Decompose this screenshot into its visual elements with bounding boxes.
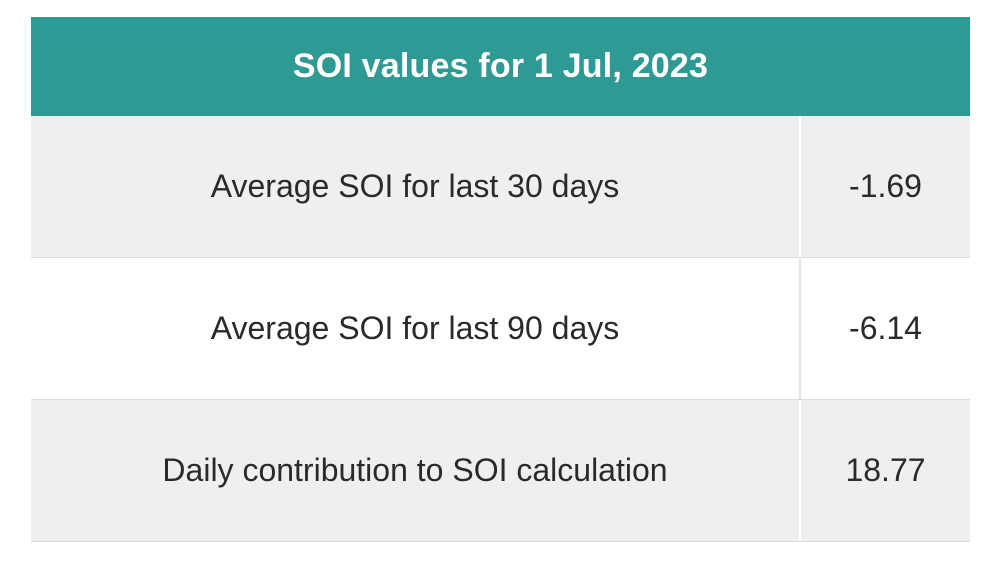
row-value: 18.77 [845, 452, 926, 488]
row-value: -6.14 [849, 310, 922, 346]
table-title: SOI values for 1 Jul, 2023 [31, 17, 970, 116]
row-value: -1.69 [849, 168, 922, 204]
table-row: Average SOI for last 30 days -1.69 [31, 116, 970, 258]
row-label: Average SOI for last 30 days [31, 116, 801, 257]
row-label: Daily contribution to SOI calculation [31, 400, 801, 541]
table-row: Average SOI for last 90 days -6.14 [31, 258, 970, 400]
soi-table: SOI values for 1 Jul, 2023 Average SOI f… [31, 17, 970, 542]
row-label: Average SOI for last 90 days [31, 258, 801, 399]
table-row: Daily contribution to SOI calculation 18… [31, 400, 970, 542]
